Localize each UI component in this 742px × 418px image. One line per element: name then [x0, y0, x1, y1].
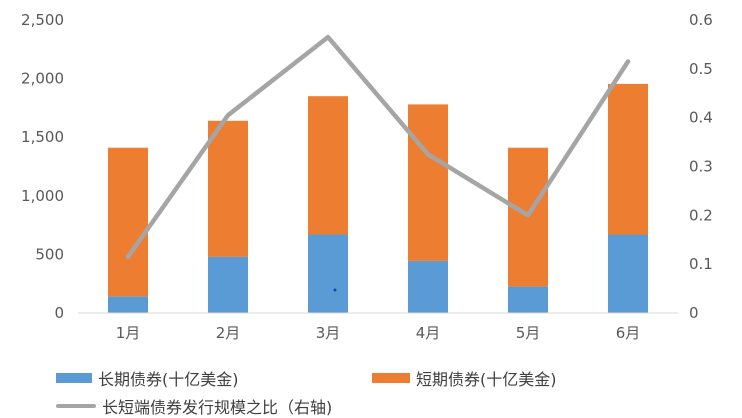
stray-dot — [333, 288, 337, 292]
right-tick-label-6: 0.6 — [689, 11, 713, 29]
bar-s0-4 — [408, 260, 448, 313]
right-tick-label-3: 0.3 — [689, 158, 713, 176]
bar-s0-1 — [108, 296, 148, 313]
bar-s0-3 — [308, 234, 348, 313]
x-tick-label-5: 5月 — [516, 324, 541, 342]
bar-s1-6 — [608, 83, 648, 235]
legend: 长期债券(十亿美金) 短期债券(十亿美金) 长短端债券发行规模之比（右轴) — [0, 356, 742, 418]
legend-swatch-short-term — [372, 373, 410, 383]
x-tick-label-6: 6月 — [616, 324, 641, 342]
bar-s0-5 — [508, 286, 548, 313]
legend-label-long-term: 长期债券(十亿美金) — [98, 370, 239, 389]
right-tick-label-5: 0.5 — [689, 60, 713, 78]
bar-s1-2 — [208, 120, 248, 257]
left-tick-label-4: 2,000 — [21, 70, 64, 88]
right-tick-label-0: 0 — [689, 304, 699, 322]
x-axis: 1月 2月 3月 4月 5月 6月 — [78, 312, 678, 342]
left-axis: 0 500 1,000 1,500 2,000 2,500 — [21, 11, 64, 322]
legend-swatch-ratio — [56, 404, 96, 408]
legend-item-ratio: 长短端债券发行规模之比（右轴) — [56, 394, 332, 418]
legend-item-long-term: 长期债券(十亿美金) — [56, 366, 239, 390]
right-tick-label-1: 0.1 — [689, 255, 713, 273]
legend-label-ratio: 长短端债券发行规模之比（右轴) — [102, 398, 333, 417]
bar-s1-3 — [308, 96, 348, 235]
x-tick-label-1: 1月 — [116, 324, 141, 342]
legend-item-short-term: 短期债券(十亿美金) — [372, 366, 557, 390]
left-tick-label-0: 0 — [54, 304, 64, 322]
ratio-line — [125, 34, 631, 260]
bar-s1-1 — [108, 147, 148, 297]
bar-s0-6 — [608, 234, 648, 313]
left-tick-label-3: 1,500 — [21, 128, 64, 146]
legend-label-short-term: 短期债券(十亿美金) — [416, 370, 557, 389]
x-tick-label-2: 2月 — [216, 324, 241, 342]
legend-swatch-long-term — [56, 373, 92, 383]
left-tick-label-5: 2,500 — [21, 11, 64, 29]
x-tick-label-4: 4月 — [416, 324, 441, 342]
bars-layer — [108, 83, 648, 313]
bar-s0-2 — [208, 256, 248, 313]
left-tick-label-2: 1,000 — [21, 187, 64, 205]
x-tick-label-3: 3月 — [316, 324, 341, 342]
bar-s1-4 — [408, 104, 448, 261]
left-tick-label-1: 500 — [35, 245, 64, 263]
right-tick-label-2: 0.2 — [689, 206, 713, 224]
right-axis: 0 0.1 0.2 0.3 0.4 0.5 0.6 — [689, 11, 713, 322]
line-layer — [125, 34, 631, 260]
right-tick-label-4: 0.4 — [689, 109, 713, 127]
